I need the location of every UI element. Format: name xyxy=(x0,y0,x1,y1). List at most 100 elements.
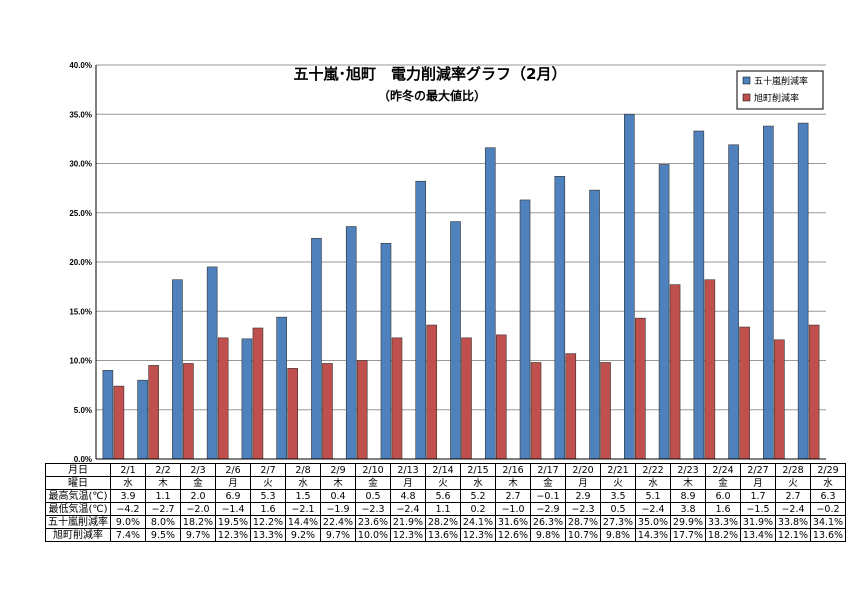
row-header: 月日 xyxy=(45,463,111,477)
table-cell: 月 xyxy=(740,476,776,490)
bar-igarashi-2-9 xyxy=(311,238,322,460)
table-cell: 34.1% xyxy=(810,515,846,529)
table-cell: 13.6% xyxy=(810,528,846,542)
table-cell: −0.2 xyxy=(810,502,846,516)
table-row: 最高気温(℃) 3.9 1.1 2.0 6.9 5.3 1.5 0.4 0.5 4.8 5.6 5.2… xyxy=(45,489,846,503)
table-cell: 1.6 xyxy=(250,502,286,516)
table-cell: 木 xyxy=(670,476,706,490)
table-cell: 火 xyxy=(250,476,286,490)
table-cell: 17.7% xyxy=(670,528,706,542)
table-cell: 10.0% xyxy=(355,528,391,542)
table-cell: 2/24 xyxy=(705,463,741,477)
bar-asahimachi-2-9 xyxy=(322,363,333,460)
table-cell: 13.4% xyxy=(740,528,776,542)
y-tick-label: 20.0% xyxy=(69,258,92,267)
y-tick-label: 5.0% xyxy=(74,406,92,415)
bar-igarashi-2-3 xyxy=(172,279,183,460)
table-cell: 木 xyxy=(320,476,356,490)
table-cell: 2/20 xyxy=(565,463,601,477)
table-cell: 5.3 xyxy=(250,489,286,503)
bar-igarashi-2-2 xyxy=(137,379,148,460)
table-cell: 14.3% xyxy=(635,528,671,542)
bar-asahimachi-2-23 xyxy=(669,284,681,460)
bar-asahimachi-2-14 xyxy=(426,324,438,460)
table-cell: 2/22 xyxy=(635,463,671,477)
bar-igarashi-2-7 xyxy=(241,338,253,460)
table-cell: 水 xyxy=(285,476,321,490)
table-cell: 12.1% xyxy=(775,528,811,542)
chart-subtitle: （昨冬の最大値比） xyxy=(378,88,486,103)
y-axis-ticks: 0.0% 5.0% 10.0% 15.0% 20.0% 25.0% 30.0% 35.0% 40… xyxy=(69,61,92,462)
row-header: 五十嵐削減率 xyxy=(45,515,111,529)
bar-asahimachi-2-3 xyxy=(183,363,194,460)
table-cell: 22.4% xyxy=(320,515,356,529)
table-cell: 1.1 xyxy=(425,502,461,516)
table-cell: 29.9% xyxy=(670,515,706,529)
table-cell: 2/6 xyxy=(215,463,251,477)
bar-asahimachi-2-20 xyxy=(565,353,577,460)
table-row: 五十嵐削減率 9.0% 8.0% 18.2% 19.5% 12.2% 14.4% 22.4% 2… xyxy=(45,515,846,529)
table-cell: 9.7% xyxy=(180,528,216,542)
table-cell: 2/13 xyxy=(390,463,426,477)
table-cell: 木 xyxy=(495,476,531,490)
bar-asahimachi-2-16 xyxy=(495,334,507,460)
table-cell: 6.3 xyxy=(810,489,846,503)
bar-igarashi-2-20 xyxy=(554,176,566,460)
bar-asahimachi-2-24 xyxy=(704,279,716,460)
table-cell: 18.2% xyxy=(705,528,741,542)
table-cell: 水 xyxy=(460,476,496,490)
bar-asahimachi-2-6 xyxy=(217,337,229,460)
bar-igarashi-2-1 xyxy=(102,370,114,460)
table-cell: 24.1% xyxy=(460,515,496,529)
table-cell: 12.3% xyxy=(390,528,426,542)
table-cell: 5.1 xyxy=(635,489,671,503)
bar-igarashi-2-23 xyxy=(658,164,670,460)
bar-asahimachi-2-2 xyxy=(148,365,159,460)
row-header: 旭町削減率 xyxy=(45,528,111,542)
table-cell: −2.9 xyxy=(530,502,566,516)
table-row: 旭町削減率 7.4% 9.5% 9.7% 12.3% 13.3% 9.2% 9.7% 10.0%… xyxy=(45,528,846,542)
table-cell: 水 xyxy=(810,476,846,490)
table-cell: 金 xyxy=(530,476,566,490)
table-cell: 0.4 xyxy=(320,489,356,503)
table-cell: −1.0 xyxy=(495,502,531,516)
table-row: 曜日水木金月火水木金月火水木金月火水木金月火水 xyxy=(45,476,846,490)
table-cell: 8.9 xyxy=(670,489,706,503)
table-cell: 13.3% xyxy=(250,528,286,542)
bar-asahimachi-2-21 xyxy=(600,362,611,460)
table-cell: 2/2 xyxy=(145,463,181,477)
y-tick-label: 25.0% xyxy=(69,209,92,218)
table-cell: 12.3% xyxy=(215,528,251,542)
table-cell: 0.5 xyxy=(355,489,391,503)
bar-igarashi-2-27 xyxy=(728,144,739,460)
table-cell: 18.2% xyxy=(180,515,216,529)
table-cell: 火 xyxy=(425,476,461,490)
table-cell: 2.0 xyxy=(180,489,216,503)
table-cell: 14.4% xyxy=(285,515,321,529)
bar-asahimachi-2-13 xyxy=(391,337,403,460)
table-cell: 26.3% xyxy=(530,515,566,529)
table-cell: 35.0% xyxy=(635,515,671,529)
table-cell: 2.9 xyxy=(565,489,601,503)
table-cell: 31.9% xyxy=(740,515,776,529)
table-cell: 28.2% xyxy=(425,515,461,529)
bar-igarashi-2-8 xyxy=(276,316,287,460)
table-cell: −0.1 xyxy=(530,489,566,503)
bar-asahimachi-2-27 xyxy=(739,326,750,460)
bar-asahimachi-2-8 xyxy=(287,368,298,460)
table-cell: 2/8 xyxy=(285,463,321,477)
table-cell: 2/23 xyxy=(670,463,706,477)
table-cell: −2.3 xyxy=(565,502,601,516)
bar-asahimachi-2-1 xyxy=(113,385,125,460)
table-cell: 6.0 xyxy=(705,489,741,503)
y-tick-label: 35.0% xyxy=(69,110,92,119)
bar-igarashi-2-13 xyxy=(380,242,392,460)
legend-label-asahimachi: 旭町削減率 xyxy=(754,92,799,104)
table-cell: 28.7% xyxy=(565,515,601,529)
table-cell: 金 xyxy=(180,476,216,490)
table-cell: 1.1 xyxy=(145,489,181,503)
table-cell: −2.0 xyxy=(180,502,216,516)
chart-title: 五十嵐･旭町 電力削減率グラフ（2月） xyxy=(294,65,567,83)
table-cell: 9.8% xyxy=(530,528,566,542)
table-cell: 9.0% xyxy=(110,515,146,529)
